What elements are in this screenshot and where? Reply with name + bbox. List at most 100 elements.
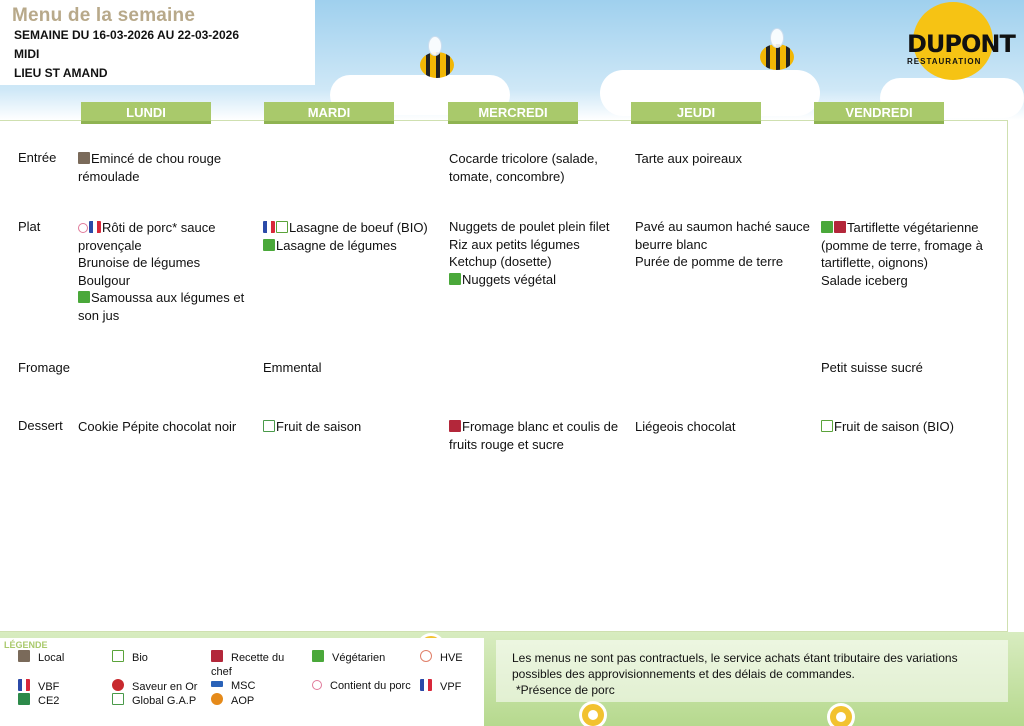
legend-item-veg: Végétarien — [312, 650, 385, 665]
menu-header: Menu de la semaine SEMAINE DU 16-03-2026… — [0, 0, 315, 85]
logo-subtitle: RESTAURATION — [907, 57, 982, 66]
menu-dish: Cocarde tricolore (salade, tomate, conco… — [449, 151, 598, 184]
menu-cell: Fruit de saison — [263, 418, 441, 436]
logo-circle — [913, 2, 993, 80]
pork-icon — [78, 223, 88, 233]
menu-cell: Tarte aux poireaux — [635, 150, 813, 168]
menu-dish: Brunoise de légumes — [78, 255, 201, 270]
menu-dish: Nuggets de poulet plein filet — [449, 219, 610, 234]
menu-dish: Ketchup (dosette) — [449, 254, 552, 269]
bee-wing-illustration — [428, 36, 442, 56]
legend-item-chef: Recette du chef — [211, 650, 285, 678]
chef-recipe-icon — [449, 420, 461, 432]
vpf-icon — [89, 221, 101, 233]
ce2-icon — [18, 693, 30, 705]
local-icon — [18, 650, 30, 662]
menu-cell: Cookie Pépite chocolat noir — [78, 418, 256, 436]
hve-icon — [420, 650, 432, 662]
menu-cell: Fruit de saison (BIO) — [821, 418, 999, 436]
chef-recipe-icon — [211, 650, 223, 662]
aop-icon — [211, 693, 223, 705]
location: LIEU ST AMAND — [14, 66, 108, 80]
menu-panel — [0, 120, 1008, 632]
vbf-icon — [263, 221, 275, 233]
vegetarian-icon — [78, 291, 90, 303]
menu-cell: Emmental — [263, 359, 441, 377]
flower-illustration — [582, 704, 604, 726]
menu-dish: Liégeois chocolat — [635, 419, 736, 434]
pork-icon — [312, 680, 322, 690]
saveur-en-or-icon — [112, 679, 124, 691]
legend: LÉGENDE Local Bio Recette du chef Végéta… — [0, 638, 484, 726]
msc-icon — [211, 681, 223, 687]
menu-dish: Lasagne de boeuf (BIO) — [263, 219, 441, 237]
menu-cell: Pavé au saumon haché sauce beurre blanc P… — [635, 218, 813, 271]
week-range: SEMAINE DU 16-03-2026 AU 22-03-2026 — [14, 28, 239, 42]
menu-dish: Salade iceberg — [821, 272, 908, 288]
row-label-entree: Entrée — [18, 150, 57, 165]
menu-cell: Cocarde tricolore (salade, tomate, conco… — [449, 150, 627, 185]
bio-icon — [821, 420, 833, 432]
vbf-icon — [18, 679, 30, 691]
legend-item-hve: HVE — [420, 650, 463, 665]
row-label-fromage: Fromage — [18, 360, 71, 375]
menu-cell: Tartiflette végétarienne (pomme de terre… — [821, 219, 999, 289]
menu-dish: Fromage blanc et coulis de fruits rouge … — [449, 419, 619, 452]
vegetarian-icon — [449, 272, 461, 285]
vegetarian-icon — [821, 221, 833, 233]
menu-dish: Samoussa aux légumes et son jus — [78, 290, 245, 323]
vegetarian-icon — [263, 238, 275, 251]
disclaimer-text: Les menus ne sont pas contractuels, le s… — [512, 651, 958, 681]
menu-cell: Petit suisse sucré — [821, 359, 999, 377]
menu-cell: Nuggets de poulet plein filet Riz aux pet… — [449, 218, 627, 288]
menu-dish: Rôti de porc* sauce provençale — [78, 220, 216, 253]
bio-icon — [276, 221, 288, 233]
menu-dish: Tarte aux poireaux — [635, 151, 742, 166]
menu-dish: Petit suisse sucré — [821, 360, 923, 375]
menu-dish: Boulgour — [78, 272, 131, 288]
menu-dish: Emincé de chou rouge rémoulade — [78, 151, 222, 184]
legend-item-bio: Bio — [112, 650, 148, 665]
legend-item-saveur: Saveur en Or — [112, 679, 197, 694]
legend-item-local: Local — [18, 650, 64, 665]
legend-item-pork: Contient du porc — [312, 679, 411, 693]
menu-dish: Lasagne de légumes — [263, 237, 441, 255]
menu-cell: Rôti de porc* sauce provençale Brunoise d… — [78, 219, 256, 324]
legend-item-vpf: VPF — [420, 679, 461, 694]
global-gap-icon — [112, 693, 124, 705]
meal-type: MIDI — [14, 47, 40, 61]
day-header-vendredi: VENDREDI — [814, 102, 944, 124]
menu-cell: Lasagne de boeuf (BIO) Lasagne de légumes — [263, 219, 441, 254]
menu-dish: Cookie Pépite chocolat noir — [78, 419, 237, 434]
global-gap-icon — [263, 420, 275, 432]
bio-icon — [112, 650, 124, 662]
bee-illustration — [420, 52, 454, 78]
menu-dish: Fruit de saison (BIO) — [821, 418, 999, 436]
legend-item-msc: MSC — [211, 679, 255, 693]
menu-dish: Riz aux petits légumes — [449, 236, 580, 252]
menu-cell: Fromage blanc et coulis de fruits rouge … — [449, 418, 627, 453]
menu-dish: Nuggets végétal — [449, 271, 627, 289]
menu-cell: Liégeois chocolat — [635, 418, 813, 436]
menu-dish: Emmental — [263, 360, 322, 375]
bee-illustration — [760, 44, 794, 70]
legend-item-vbf: VBF — [18, 679, 59, 694]
pork-footnote: *Présence de porc — [516, 683, 615, 697]
day-header-mercredi: MERCREDI — [448, 102, 578, 124]
chef-recipe-icon — [834, 221, 846, 233]
legend-item-gap: Global G.A.P — [112, 693, 196, 708]
vpf-icon — [420, 679, 432, 691]
day-header-jeudi: JEUDI — [631, 102, 761, 124]
menu-cell: Emincé de chou rouge rémoulade — [78, 150, 256, 185]
menu-dish: Purée de pomme de terre — [635, 254, 784, 269]
legend-item-ce2: CE2 — [18, 693, 59, 708]
dupont-logo: DUPONT RESTAURATION — [905, 2, 1016, 82]
row-label-plat: Plat — [18, 219, 41, 234]
legend-item-aop: AOP — [211, 693, 254, 708]
row-label-dessert: Dessert — [18, 418, 63, 433]
day-header-mardi: MARDI — [264, 102, 394, 124]
page-title: Menu de la semaine — [12, 5, 196, 26]
disclaimer-notice: Les menus ne sont pas contractuels, le s… — [496, 640, 1008, 702]
logo-name: DUPONT — [907, 30, 1016, 58]
menu-dish: Pavé au saumon haché sauce beurre blanc — [635, 219, 810, 252]
